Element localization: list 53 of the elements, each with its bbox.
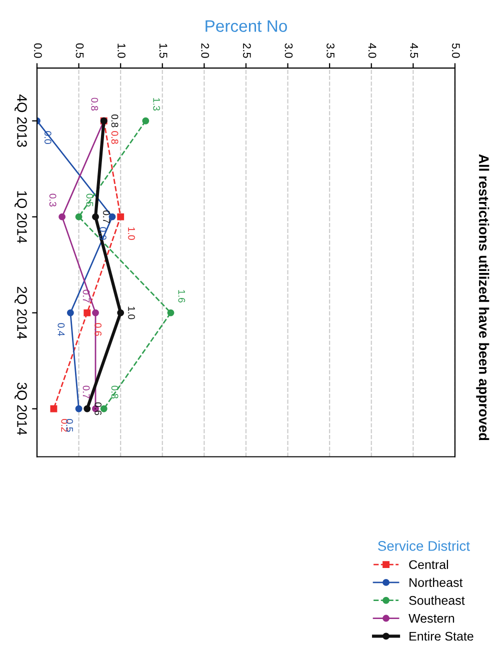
point: [167, 309, 174, 316]
point: [92, 309, 99, 316]
data-label: 0.3: [49, 194, 56, 206]
x-tick-label: 1.0: [118, 44, 126, 58]
data-label: 0.8: [111, 114, 118, 128]
x-tick-label: 5.0: [452, 43, 460, 58]
data-label: 0.4: [58, 323, 65, 336]
data-label: 1.3: [153, 98, 160, 111]
legend-label: Entire State: [410, 631, 474, 641]
x-tick-label: 3.0: [284, 43, 293, 58]
x-tick-label: 1.5: [159, 44, 168, 58]
x-tick-label: 2.5: [242, 43, 251, 58]
point: [66, 309, 74, 316]
x-tick-label: 0.0: [34, 43, 42, 58]
point: [75, 405, 82, 412]
x-tick-label: 4.0: [368, 43, 376, 58]
point: [92, 213, 99, 220]
point: [58, 213, 66, 220]
y-tick-label: 3Q 2014: [14, 382, 27, 436]
x-tick-label: 4.5: [410, 43, 418, 58]
data-label: 0.6: [94, 323, 102, 336]
legend-title: Service District: [378, 540, 470, 551]
data-label: 1.0: [128, 306, 135, 320]
point: [117, 213, 124, 220]
text: All restrictions utilized have been approved: [476, 154, 490, 440]
data-label: 0.6: [94, 402, 102, 416]
legend-label: Southeast: [409, 596, 465, 605]
data-label: 1.0: [128, 227, 135, 240]
point: [84, 309, 91, 316]
legend-label: Central: [409, 560, 448, 570]
x-tick-label: 3.5: [326, 43, 334, 58]
legend-label: Northeast: [410, 578, 463, 587]
data-label: 0.8: [91, 98, 98, 111]
point: [75, 213, 82, 220]
point: [50, 405, 58, 412]
x-axis-title: Percent No: [206, 20, 287, 32]
y-tick-label: 4Q 2013: [14, 94, 27, 147]
y-tick-label: 1Q 2014: [14, 191, 27, 244]
data-label: 0.7: [82, 386, 90, 398]
point: [84, 405, 91, 412]
data-label: 0.7: [102, 210, 110, 224]
data-label: 0.2: [61, 419, 68, 432]
data-label: 1.6: [178, 290, 186, 302]
y-tick-label: 2Q 2014: [14, 286, 27, 340]
data-label: 0.8: [111, 131, 118, 144]
x-tick-label: 2.0: [201, 43, 210, 58]
x-tick-label: 0.5: [76, 43, 84, 58]
point: [142, 117, 150, 124]
data-label: 0.9: [100, 227, 106, 240]
legend-label: Western: [408, 614, 454, 623]
data-label: 0.5: [66, 419, 73, 432]
data-label: 0.5: [86, 194, 94, 207]
point: [117, 309, 124, 316]
